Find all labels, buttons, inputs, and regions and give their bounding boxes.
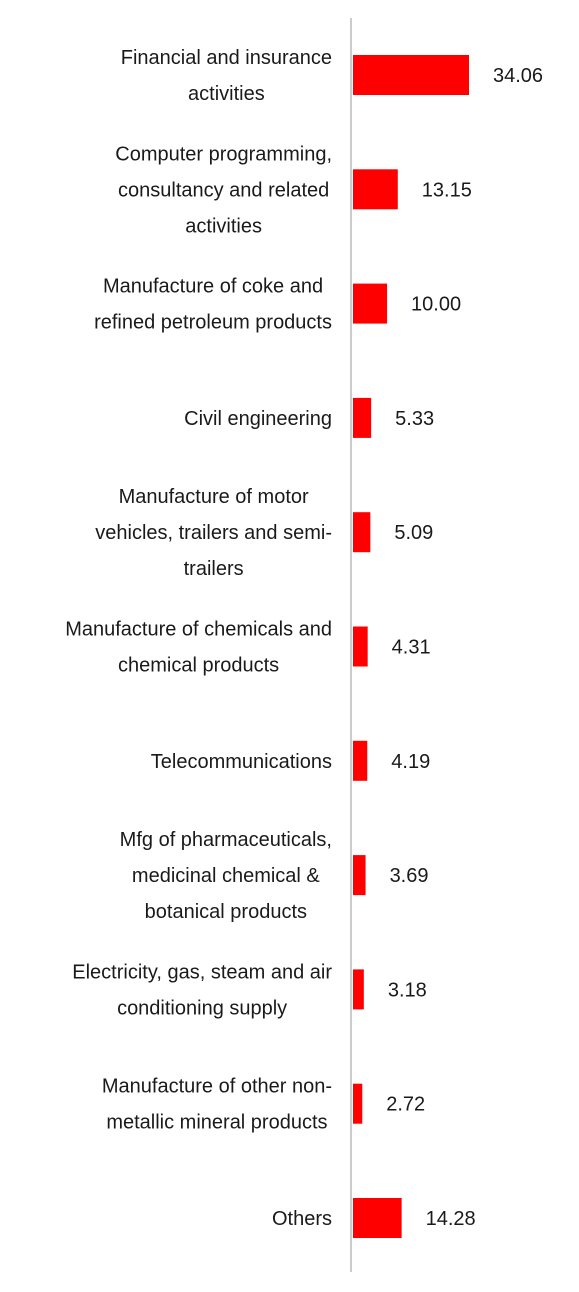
- value-label-7: 3.69: [390, 865, 429, 887]
- category-label-2: Manufacture of coke and refined petroleum…: [94, 276, 332, 334]
- category-label-line: Manufacture of motor: [119, 486, 309, 508]
- category-label-line: medicinal chemical &: [132, 865, 321, 887]
- bar-5: [353, 626, 368, 667]
- value-label-4: 5.09: [394, 522, 433, 544]
- category-label-line: botanical products: [145, 901, 307, 923]
- category-label-10: Others: [272, 1208, 332, 1230]
- category-label-line: Manufacture of coke and: [103, 276, 323, 298]
- category-label-line: Telecommunications: [151, 751, 332, 773]
- category-label-line: Financial and insurance: [121, 47, 332, 69]
- value-label-5: 4.31: [392, 637, 431, 659]
- category-label-line: Computer programming,: [115, 143, 332, 165]
- category-label-line: Electricity, gas, steam and air: [72, 961, 332, 983]
- category-label-line: Others: [272, 1208, 332, 1230]
- category-label-9: Manufacture of other non-metallic minera…: [102, 1076, 332, 1134]
- category-label-line: Civil engineering: [184, 408, 332, 430]
- category-label-line: activities: [188, 83, 265, 105]
- category-label-1: Computer programming, consultancy and rel…: [115, 143, 332, 237]
- value-label-6: 4.19: [391, 751, 430, 773]
- category-label-line: trailers: [184, 558, 244, 580]
- value-label-10: 14.28: [426, 1208, 476, 1230]
- category-label-line: Manufacture of other non-: [102, 1076, 332, 1098]
- category-label-3: Civil engineering: [184, 408, 332, 430]
- bar-6: [353, 740, 368, 781]
- category-label-7: Mfg of pharmaceuticals, medicinal chemica…: [120, 829, 332, 923]
- value-label-0: 34.06: [493, 65, 543, 87]
- category-label-line: conditioning supply: [117, 997, 287, 1019]
- category-label-line: activities: [185, 215, 262, 237]
- category-label-line: Manufacture of chemicals and: [65, 619, 332, 641]
- category-label-5: Manufacture of chemicals and chemical pro…: [65, 619, 332, 677]
- value-label-2: 10.00: [411, 294, 461, 316]
- bar-2: [353, 283, 388, 324]
- bar-3: [353, 397, 372, 438]
- bar-10: [353, 1198, 402, 1238]
- category-label-line: metallic mineral products: [106, 1112, 327, 1134]
- category-label-line: vehicles, trailers and semi-: [95, 522, 332, 544]
- bar-9: [353, 1083, 363, 1124]
- category-label-line: chemical products: [118, 655, 279, 677]
- value-label-9: 2.72: [386, 1094, 425, 1116]
- category-label-line: Mfg of pharmaceuticals,: [120, 829, 332, 851]
- bar-0: [353, 55, 469, 95]
- category-label-4: Manufacture of motor vehicles, trailers a…: [95, 486, 332, 580]
- category-label-8: Electricity, gas, steam and air condition…: [72, 961, 332, 1019]
- category-label-line: refined petroleum products: [94, 312, 332, 334]
- value-label-8: 3.18: [388, 979, 427, 1001]
- category-label-6: Telecommunications: [151, 751, 332, 773]
- category-label-0: Financial and insurance activities: [121, 47, 332, 105]
- bar-4: [353, 512, 371, 553]
- bar-8: [353, 969, 364, 1010]
- value-label-3: 5.33: [395, 408, 434, 430]
- bar-7: [353, 855, 366, 896]
- bar-1: [353, 169, 398, 210]
- category-label-line: consultancy and related: [118, 179, 329, 201]
- value-label-1: 13.15: [422, 179, 472, 201]
